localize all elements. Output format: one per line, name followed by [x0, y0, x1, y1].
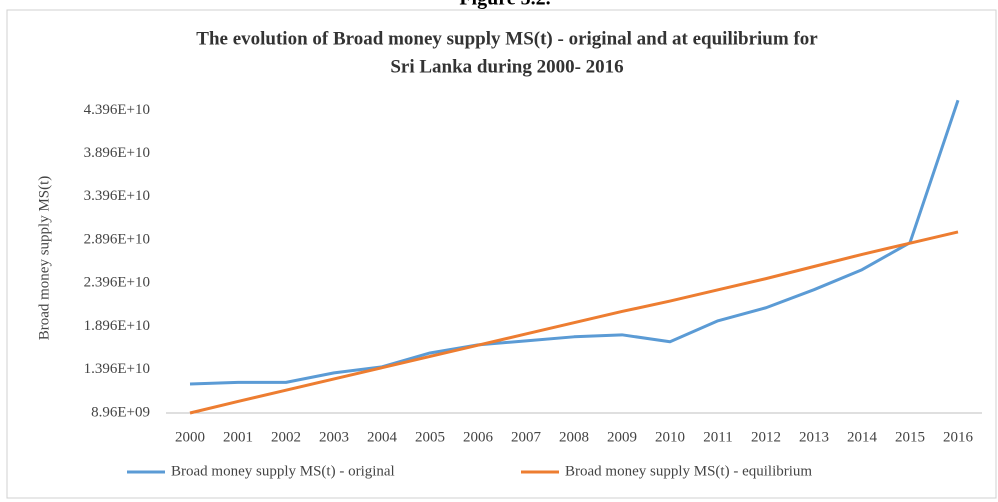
chart-title: Sri Lanka during 2000- 2016: [390, 56, 623, 77]
x-tick-label: 2010: [655, 429, 685, 445]
x-tick-label: 2011: [703, 429, 732, 445]
figure-caption: Figure 5.2.: [459, 0, 550, 10]
y-tick-label: 3.896E+10: [84, 145, 150, 161]
x-tick-label: 2004: [367, 429, 398, 445]
y-tick-label: 8.96E+09: [91, 404, 150, 420]
y-tick-label: 3.396E+10: [84, 188, 150, 204]
y-tick-label: 1.896E+10: [84, 318, 150, 334]
x-tick-label: 2000: [175, 429, 205, 445]
x-tick-label: 2002: [271, 429, 301, 445]
y-tick-label: 1.396E+10: [84, 361, 150, 377]
y-tick-label: 2.396E+10: [84, 275, 150, 291]
x-tick-label: 2016: [943, 429, 974, 445]
x-tick-label: 2006: [463, 429, 494, 445]
legend-label: Broad money supply MS(t) - original: [171, 463, 395, 479]
x-tick-label: 2012: [751, 429, 781, 445]
x-tick-label: 2007: [511, 429, 542, 445]
x-tick-label: 2005: [415, 429, 445, 445]
x-tick-label: 2008: [559, 429, 589, 445]
legend-label: Broad money supply MS(t) - equilibrium: [565, 463, 812, 479]
chart-title: The evolution of Broad money supply MS(t…: [196, 28, 818, 49]
series-line: [189, 99, 960, 386]
y-tick-label: 2.896E+10: [84, 231, 150, 247]
x-tick-label: 2014: [847, 429, 878, 445]
y-tick-label: 4.396E+10: [84, 102, 150, 118]
x-tick-label: 2015: [895, 429, 925, 445]
series-line: [189, 230, 959, 415]
x-tick-label: 2003: [319, 429, 349, 445]
x-tick-label: 2013: [799, 429, 829, 445]
chart-frame: [6, 9, 997, 499]
x-tick-label: 2009: [607, 429, 637, 445]
x-tick-label: 2001: [223, 429, 253, 445]
y-axis-label: Broad money supply MS(t): [36, 176, 52, 341]
